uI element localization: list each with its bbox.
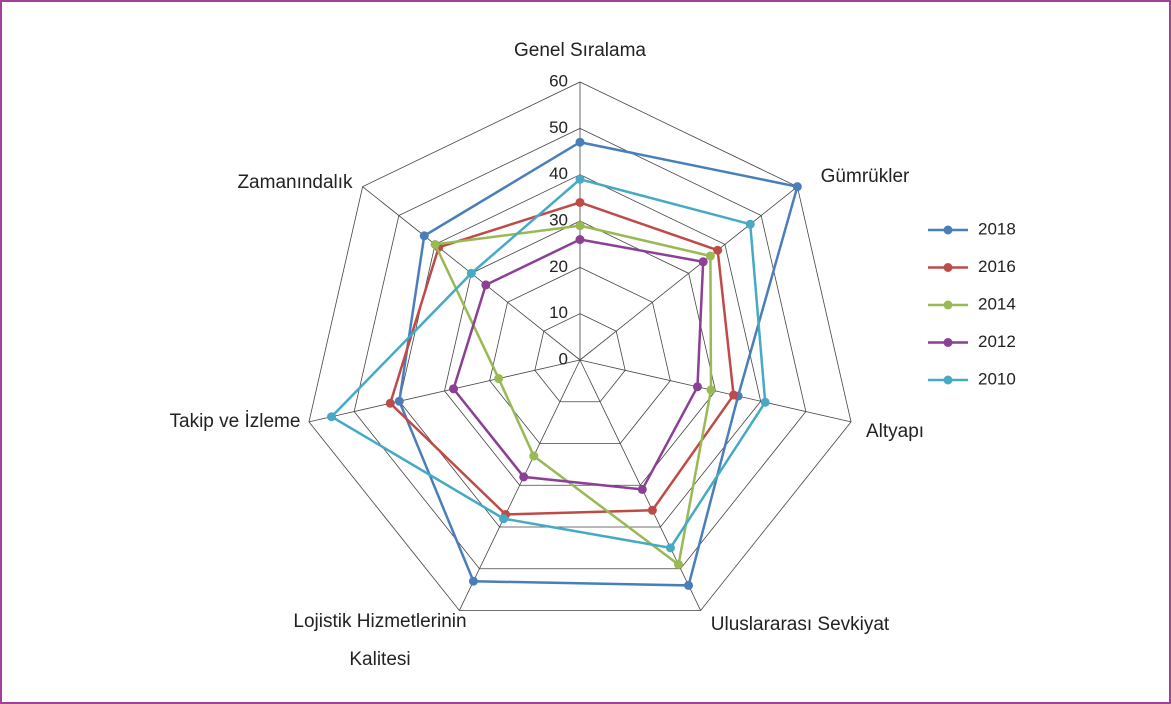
legend-label: 2016 — [978, 257, 1016, 276]
data-point — [760, 397, 770, 407]
data-point — [575, 137, 585, 147]
data-point — [385, 398, 395, 408]
spoke — [459, 359, 581, 611]
legend-marker — [943, 263, 953, 272]
data-point — [647, 505, 657, 515]
tick-label: 50 — [549, 118, 568, 137]
series-line — [398, 140, 799, 587]
data-point — [419, 231, 429, 241]
series-line — [388, 201, 735, 516]
data-point — [684, 580, 694, 590]
spoke — [579, 186, 798, 361]
data-point — [706, 385, 716, 395]
tick-label: 20 — [549, 257, 568, 276]
spoke — [579, 359, 701, 611]
category-label: Takip ve İzleme — [169, 411, 301, 432]
series-line — [433, 224, 713, 567]
legend-label: 2012 — [978, 332, 1016, 351]
grid-ring — [353, 127, 807, 570]
spoke — [579, 359, 852, 423]
series-line — [452, 238, 705, 491]
legend-marker — [943, 300, 953, 310]
data-point — [698, 257, 708, 267]
category-label: Lojistik Hizmetlerinin Kalitesi — [293, 611, 467, 670]
category-label: Zamanındalık — [237, 172, 353, 193]
grid-ring — [444, 220, 716, 486]
data-point — [575, 235, 585, 245]
data-point — [519, 472, 529, 482]
grid-ring — [534, 313, 626, 403]
spoke — [308, 359, 581, 423]
grid-ring — [398, 174, 762, 528]
data-point — [327, 412, 337, 422]
data-point — [468, 576, 478, 586]
tick-label: 40 — [549, 164, 568, 183]
legend-marker — [943, 375, 953, 385]
data-point — [466, 268, 476, 278]
grid-ring — [489, 266, 671, 444]
data-point — [575, 197, 585, 207]
data-point — [394, 396, 404, 406]
category-label: Uluslararası Sevkiyat — [710, 614, 890, 635]
data-point — [449, 384, 459, 394]
data-point — [481, 280, 491, 290]
tick-label: 60 — [549, 71, 568, 90]
data-point — [575, 174, 585, 184]
data-point — [705, 251, 715, 261]
data-point — [494, 374, 504, 384]
series-line — [329, 177, 767, 550]
data-point — [692, 382, 702, 392]
data-point — [665, 543, 675, 553]
category-label: Gümrükler — [820, 166, 910, 187]
legend-marker — [943, 338, 953, 347]
data-point — [674, 560, 684, 570]
grid-ring — [308, 81, 852, 611]
data-point — [713, 245, 723, 255]
legend-label: 2014 — [978, 294, 1016, 313]
data-point — [729, 390, 739, 400]
data-point — [529, 451, 539, 461]
data-point — [575, 221, 585, 231]
legend-label: 2018 — [978, 219, 1016, 238]
data-point — [792, 182, 802, 192]
tick-label: 10 — [549, 303, 568, 322]
category-label: Genel Sıralama — [513, 40, 646, 61]
data-point — [430, 239, 440, 249]
category-label: Altyapı — [865, 421, 925, 442]
tick-label: 0 — [559, 349, 568, 368]
tick-label: 30 — [549, 210, 568, 229]
data-point — [745, 219, 755, 229]
legend-marker — [943, 225, 953, 235]
data-point — [637, 484, 647, 494]
data-point — [499, 514, 509, 524]
legend-label: 2010 — [978, 369, 1016, 388]
